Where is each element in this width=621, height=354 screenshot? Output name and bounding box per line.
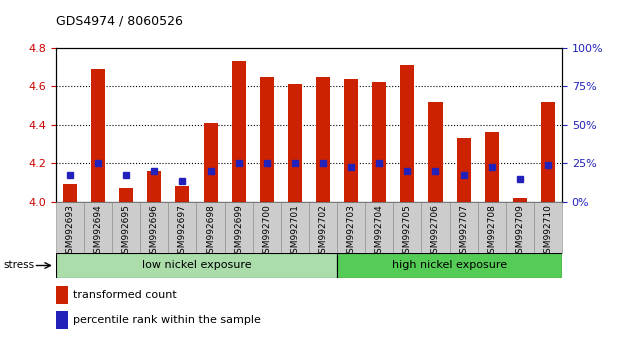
Bar bbox=[91, 69, 105, 202]
Bar bbox=[344, 79, 358, 202]
Bar bbox=[309, 202, 337, 253]
Bar bbox=[401, 65, 414, 202]
Bar bbox=[456, 138, 471, 202]
Text: GSM992696: GSM992696 bbox=[150, 204, 159, 259]
Bar bbox=[281, 202, 309, 253]
Bar bbox=[365, 202, 393, 253]
Bar bbox=[168, 202, 196, 253]
Text: GSM992708: GSM992708 bbox=[487, 204, 496, 259]
Bar bbox=[337, 202, 365, 253]
Bar bbox=[63, 184, 77, 202]
Bar bbox=[450, 202, 478, 253]
Bar bbox=[428, 102, 443, 202]
Text: GDS4974 / 8060526: GDS4974 / 8060526 bbox=[56, 14, 183, 27]
Bar bbox=[393, 202, 422, 253]
Bar bbox=[288, 84, 302, 202]
Text: GSM992703: GSM992703 bbox=[347, 204, 356, 259]
Bar bbox=[513, 198, 527, 202]
Bar bbox=[253, 202, 281, 253]
Text: GSM992693: GSM992693 bbox=[65, 204, 75, 259]
Bar bbox=[196, 202, 225, 253]
Bar bbox=[505, 202, 534, 253]
Bar bbox=[484, 132, 499, 202]
Text: GSM992698: GSM992698 bbox=[206, 204, 215, 259]
Text: transformed count: transformed count bbox=[73, 290, 177, 300]
Text: GSM992704: GSM992704 bbox=[374, 204, 384, 259]
Bar bbox=[56, 253, 337, 278]
Bar bbox=[84, 202, 112, 253]
Bar bbox=[422, 202, 450, 253]
Bar bbox=[204, 123, 217, 202]
Bar bbox=[260, 77, 274, 202]
Text: GSM992697: GSM992697 bbox=[178, 204, 187, 259]
Bar bbox=[478, 202, 505, 253]
Text: GSM992707: GSM992707 bbox=[459, 204, 468, 259]
Text: GSM992701: GSM992701 bbox=[291, 204, 299, 259]
Text: GSM992699: GSM992699 bbox=[234, 204, 243, 259]
Bar bbox=[147, 171, 161, 202]
Bar bbox=[140, 202, 168, 253]
Text: percentile rank within the sample: percentile rank within the sample bbox=[73, 315, 261, 325]
Bar bbox=[541, 102, 555, 202]
Bar bbox=[175, 186, 189, 202]
Bar bbox=[225, 202, 253, 253]
Bar bbox=[534, 202, 562, 253]
Text: GSM992700: GSM992700 bbox=[262, 204, 271, 259]
Text: GSM992705: GSM992705 bbox=[403, 204, 412, 259]
Bar bbox=[112, 202, 140, 253]
Text: GSM992709: GSM992709 bbox=[515, 204, 524, 259]
Bar bbox=[372, 82, 386, 202]
Text: GSM992695: GSM992695 bbox=[122, 204, 130, 259]
Text: GSM992710: GSM992710 bbox=[543, 204, 553, 259]
Bar bbox=[56, 311, 68, 329]
Text: high nickel exposure: high nickel exposure bbox=[392, 261, 507, 270]
Bar bbox=[316, 77, 330, 202]
Text: stress: stress bbox=[3, 261, 34, 270]
Bar bbox=[119, 188, 134, 202]
Bar bbox=[337, 253, 562, 278]
Text: GSM992706: GSM992706 bbox=[431, 204, 440, 259]
Bar bbox=[56, 286, 68, 304]
Text: GSM992702: GSM992702 bbox=[319, 204, 327, 259]
Text: low nickel exposure: low nickel exposure bbox=[142, 261, 252, 270]
Text: GSM992694: GSM992694 bbox=[94, 204, 102, 259]
Bar bbox=[56, 202, 84, 253]
Bar bbox=[232, 61, 246, 202]
